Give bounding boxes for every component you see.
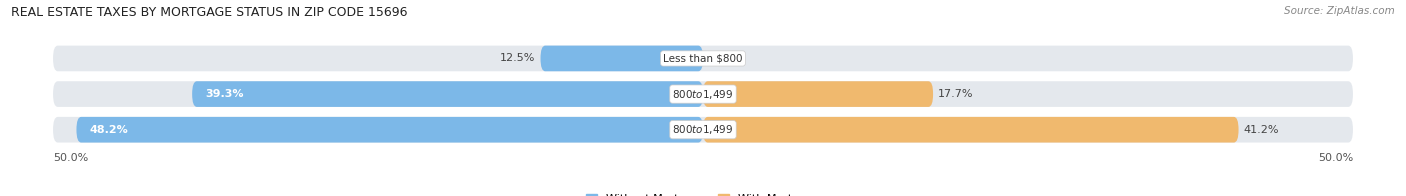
Text: Less than $800: Less than $800 (664, 54, 742, 64)
Text: 41.2%: 41.2% (1244, 125, 1279, 135)
Text: 12.5%: 12.5% (501, 54, 536, 64)
FancyBboxPatch shape (703, 117, 1239, 142)
FancyBboxPatch shape (53, 117, 1353, 142)
Text: 17.7%: 17.7% (938, 89, 974, 99)
Text: 48.2%: 48.2% (90, 125, 128, 135)
Text: REAL ESTATE TAXES BY MORTGAGE STATUS IN ZIP CODE 15696: REAL ESTATE TAXES BY MORTGAGE STATUS IN … (11, 6, 408, 19)
FancyBboxPatch shape (703, 81, 934, 107)
FancyBboxPatch shape (540, 46, 703, 71)
Text: 50.0%: 50.0% (1317, 153, 1353, 163)
Legend: Without Mortgage, With Mortgage: Without Mortgage, With Mortgage (582, 190, 824, 196)
Text: 0.0%: 0.0% (709, 54, 737, 64)
Text: 50.0%: 50.0% (53, 153, 89, 163)
Text: Source: ZipAtlas.com: Source: ZipAtlas.com (1284, 6, 1395, 16)
Text: 39.3%: 39.3% (205, 89, 243, 99)
Text: $800 to $1,499: $800 to $1,499 (672, 88, 734, 101)
FancyBboxPatch shape (53, 81, 1353, 107)
FancyBboxPatch shape (193, 81, 703, 107)
FancyBboxPatch shape (76, 117, 703, 142)
Text: $800 to $1,499: $800 to $1,499 (672, 123, 734, 136)
FancyBboxPatch shape (53, 46, 1353, 71)
